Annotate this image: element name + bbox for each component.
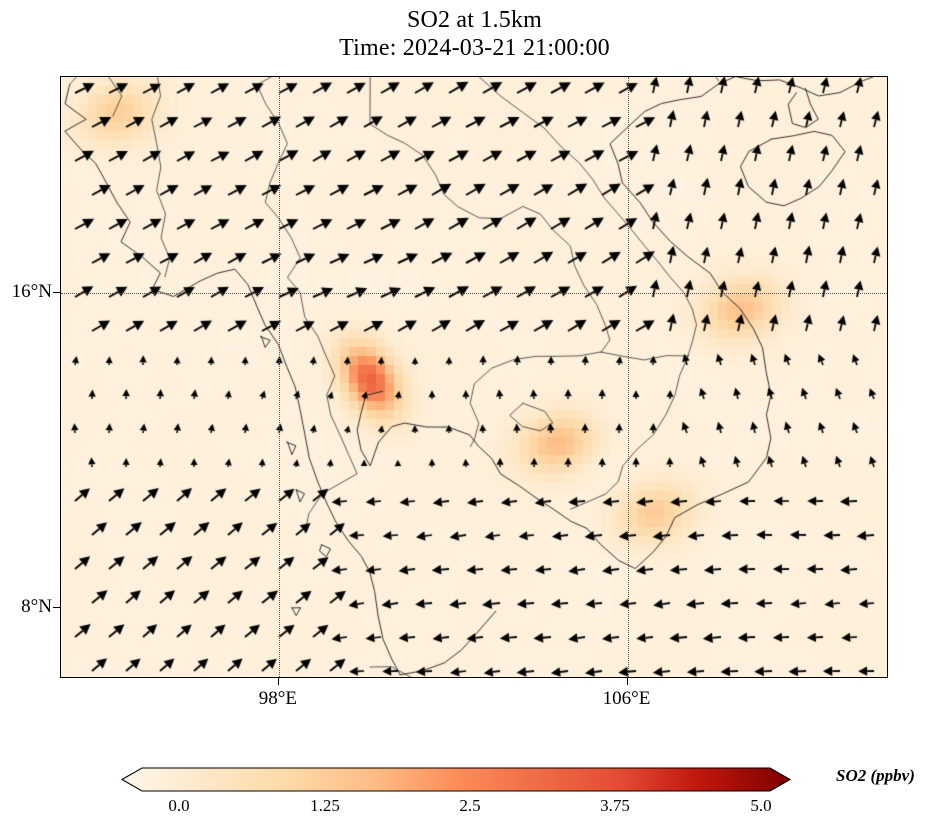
xtick-label-106E: 106°E (602, 688, 651, 709)
colorbar-tick-1: 1.25 (310, 796, 340, 815)
xtick-mark-106E (626, 678, 628, 685)
xtick-mark-98E (277, 678, 279, 685)
figure-title-block: SO2 at 1.5km Time: 2024-03-21 21:00:00 (0, 6, 949, 63)
colorbar-gradient-bar (120, 767, 792, 792)
colorbar-tick-3: 3.75 (600, 796, 630, 815)
page-title: SO2 at 1.5km (406, 7, 543, 33)
ytick-mark-8N (53, 607, 60, 609)
ytick-label-16N: 16°N (11, 281, 52, 303)
colorbar-tick-4: 5.0 (750, 796, 772, 815)
ytick-label-8N: 8°N (21, 596, 52, 618)
figure-subtitle-time: Time: 2024-03-21 21:00:00 (339, 35, 610, 62)
colorbar-tick-0: 0.0 (168, 796, 190, 815)
colorbar-axis-label: SO2 (ppbv) (836, 766, 915, 785)
xtick-label-98E: 98°E (258, 688, 297, 709)
wind-vector-quiver-layer (61, 77, 887, 677)
map-axes[interactable] (60, 76, 888, 678)
ytick-mark-16N (53, 292, 60, 294)
colorbar-tick-2: 2.5 (459, 796, 481, 815)
